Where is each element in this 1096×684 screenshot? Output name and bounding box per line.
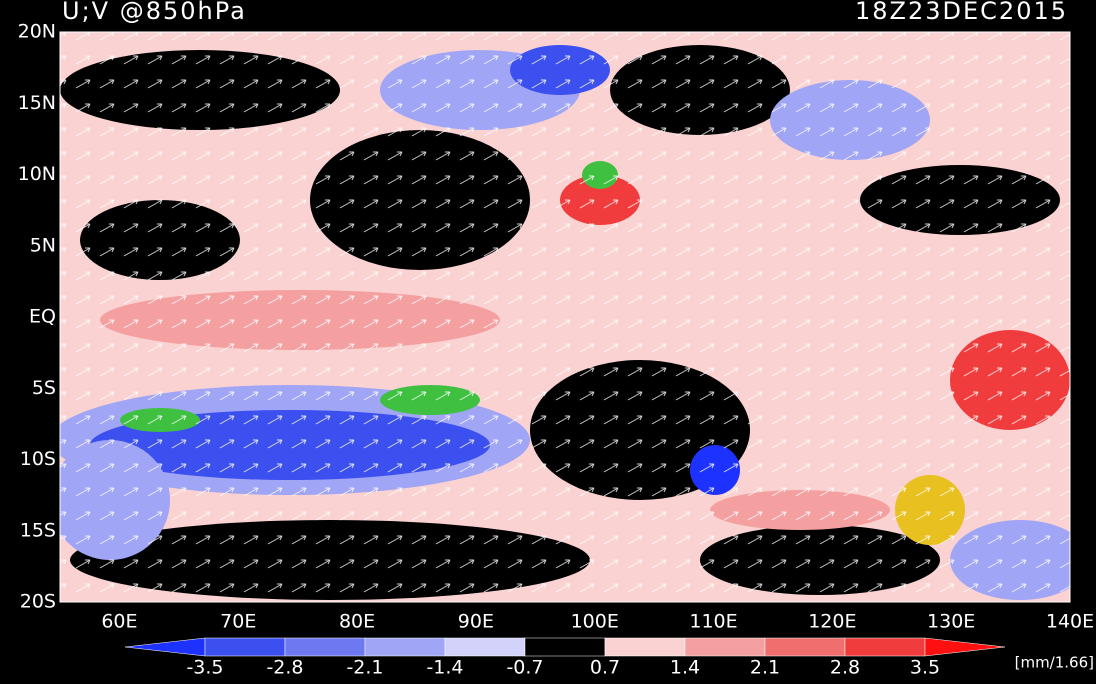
lon-label: 130E: [927, 611, 975, 633]
colorbar-unit: [mm/1.66]: [1015, 654, 1094, 672]
lat-label: 5S: [32, 377, 56, 399]
colorbar-arrow: [124, 637, 206, 657]
colorbar-segment: [604, 637, 686, 657]
lat-label: 10N: [18, 163, 56, 185]
lat-label: 20N: [18, 21, 56, 43]
colorbar-segment: [684, 637, 766, 657]
lon-label: 100E: [571, 611, 619, 633]
colorbar-label: -2.8: [266, 657, 303, 679]
colorbar-label: 2.8: [830, 657, 860, 679]
lat-label: 10S: [20, 448, 56, 470]
lon-label: 60E: [101, 611, 137, 633]
lon-label: 140E: [1046, 611, 1094, 633]
lon-label: 120E: [808, 611, 856, 633]
lat-label: 15N: [18, 92, 56, 114]
lon-label: 80E: [339, 611, 375, 633]
colorbar-label: -2.1: [346, 657, 383, 679]
lat-label: 15S: [20, 519, 56, 541]
map-frame: [59, 31, 1071, 603]
colorbar-segment: [844, 637, 926, 657]
colorbar-label: -3.5: [186, 657, 223, 679]
lat-label: 20S: [20, 591, 56, 613]
lat-label: EQ: [29, 306, 56, 328]
title: U;V @850hPa: [62, 0, 247, 25]
colorbar-segment: [764, 637, 846, 657]
colorbar-segment: [204, 637, 286, 657]
lon-label: 90E: [458, 611, 494, 633]
lon-label: 110E: [689, 611, 737, 633]
colorbar-label: -0.7: [506, 657, 543, 679]
colorbar-label: 2.1: [750, 657, 780, 679]
colorbar-label: 3.5: [910, 657, 940, 679]
colorbar-segment: [284, 637, 366, 657]
valid-time: 18Z23DEC2015: [855, 0, 1068, 25]
lon-label: 70E: [220, 611, 256, 633]
colorbar-segment: [444, 637, 526, 657]
colorbar-arrow: [924, 637, 1006, 657]
colorbar-label: -1.4: [426, 657, 463, 679]
lat-label: 5N: [30, 234, 56, 256]
colorbar-label: 0.7: [590, 657, 620, 679]
colorbar-segment: [364, 637, 446, 657]
colorbar-label: 1.4: [670, 657, 700, 679]
colorbar-segment: [524, 637, 606, 657]
map-field: [60, 32, 1070, 602]
